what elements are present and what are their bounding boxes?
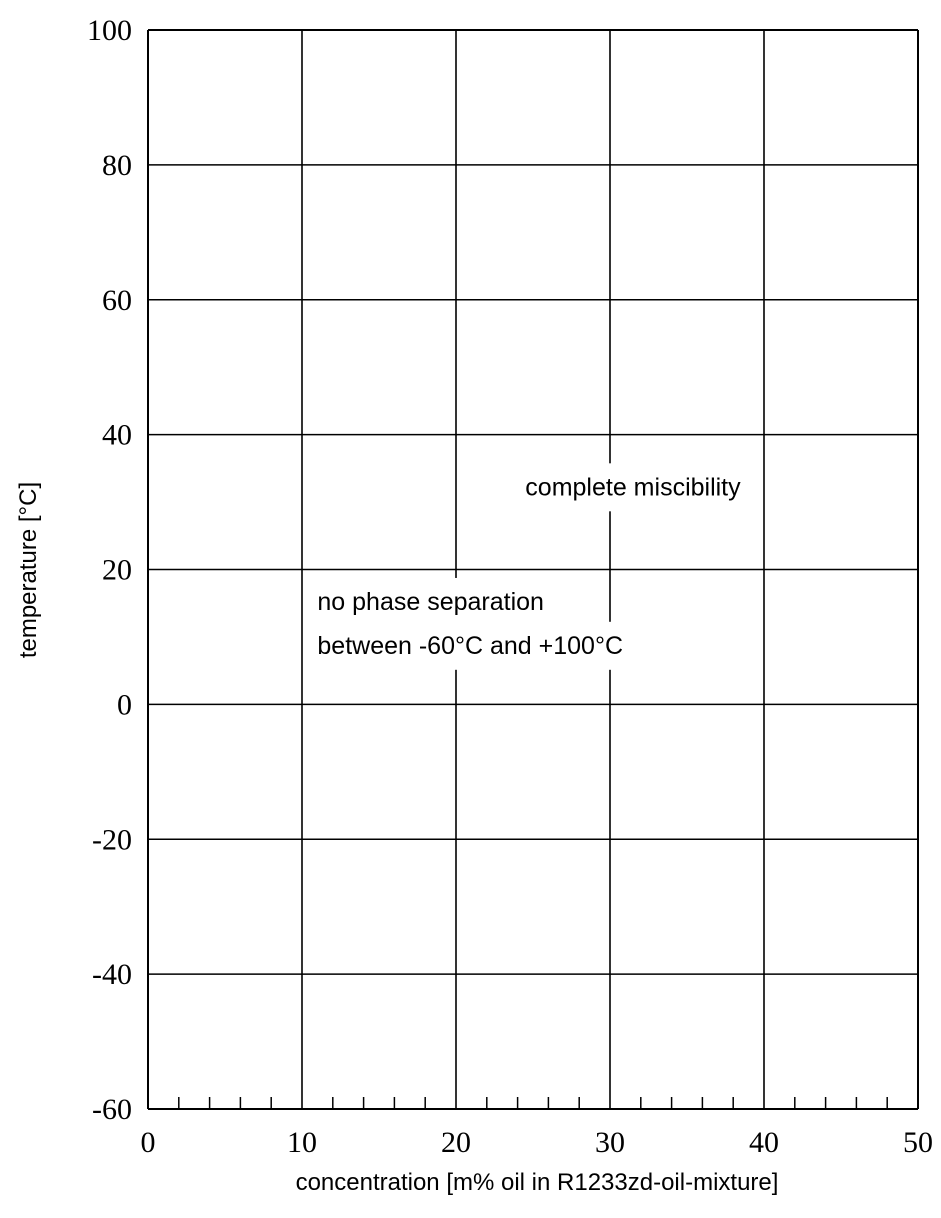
y-tick-label: 40 (102, 419, 132, 452)
annotation-label: complete miscibility (525, 473, 741, 501)
plot-frame (147, 29, 919, 1110)
x-tick-label: 0 (141, 1126, 156, 1159)
annotation-label: no phase separation (317, 588, 544, 616)
y-tick-label: 0 (117, 688, 132, 721)
grid (148, 30, 918, 1109)
y-tick-label: 80 (102, 149, 132, 182)
x-tick-label: 20 (441, 1126, 471, 1159)
x-tick-label: 10 (287, 1126, 317, 1159)
y-tick-label: -40 (92, 958, 132, 991)
annotation-background (515, 463, 752, 512)
y-axis-title: temperature [°C] (15, 482, 42, 658)
y-tick-label: -20 (92, 823, 132, 856)
x-tick-label: 50 (903, 1126, 933, 1159)
tick-labels: 0 10 20 30 40 50 -60 -40 -20 0 20 40 60 80 100 (87, 14, 933, 1159)
annotation-background (307, 577, 554, 626)
y-tick-label: 60 (102, 284, 132, 317)
x-axis-title: concentration [m% oil in R1233zd-oil-mix… (296, 1169, 779, 1196)
y-tick-label: 100 (87, 14, 132, 47)
annotation-label: between -60°C and +100°C (317, 632, 623, 660)
y-tick-label: 20 (102, 554, 132, 587)
x-tick-label: 40 (749, 1126, 779, 1159)
minor-ticks (178, 1097, 888, 1109)
annotation-background (307, 621, 634, 670)
y-tick-label: -60 (92, 1093, 132, 1126)
annotations: complete miscibility no phase separation b… (307, 463, 752, 670)
x-tick-label: 30 (595, 1126, 625, 1159)
